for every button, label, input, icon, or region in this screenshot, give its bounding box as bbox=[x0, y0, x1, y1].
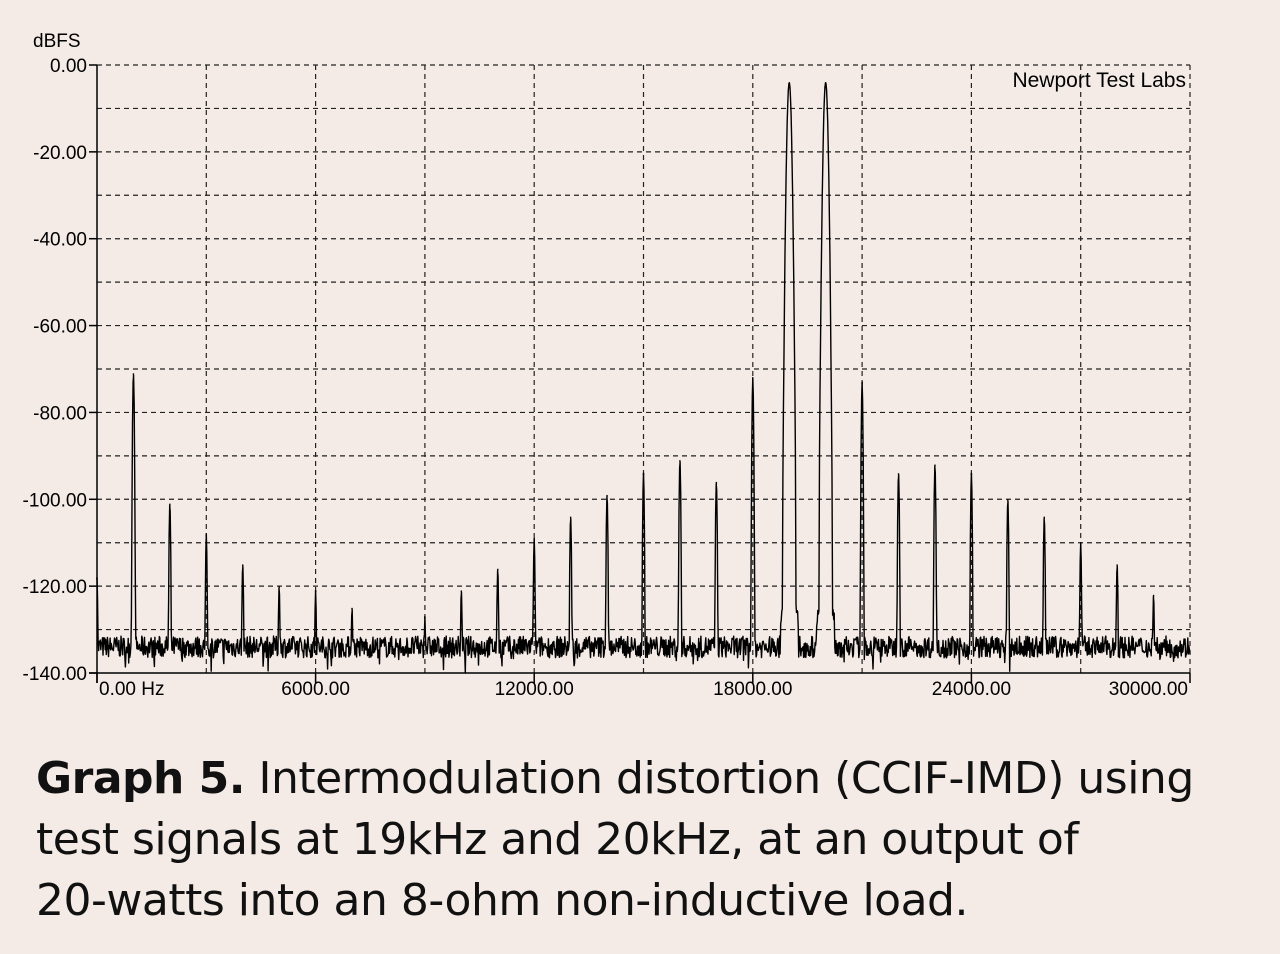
figure-caption: Graph 5. Intermodulation distortion (CCI… bbox=[36, 748, 1256, 931]
y-tick-label: 0.00 bbox=[50, 56, 87, 77]
y-tick-label: -80.00 bbox=[33, 403, 87, 424]
chart-area: 0.00 -20.00 -40.00 -60.00 -80.00 -100.00 -120.… bbox=[23, 31, 1191, 700]
y-tick-label: -40.00 bbox=[33, 230, 87, 251]
label-layer: 0.00 -20.00 -40.00 -60.00 -80.00 -100.00 -120.… bbox=[23, 31, 1188, 700]
x-tick-label: 30000.00 bbox=[1109, 679, 1188, 700]
spectrum-chart: 0.00 -20.00 -40.00 -60.00 -80.00 -100.00 -120.… bbox=[23, 31, 1191, 700]
y-tick-label: -100.00 bbox=[23, 490, 87, 511]
caption-line-2: test signals at 19kHz and 20kHz, at an o… bbox=[36, 814, 1079, 865]
y-axis-unit-label: dBFS bbox=[33, 31, 81, 52]
series-layer bbox=[96, 81, 1191, 674]
caption-line-3: 20-watts into an 8-ohm non-inductive loa… bbox=[36, 875, 968, 926]
grid-layer bbox=[97, 64, 1191, 673]
spectrum-trace bbox=[96, 81, 1191, 674]
y-tick-label: -120.00 bbox=[23, 577, 87, 598]
axis-layer bbox=[89, 64, 1191, 683]
lab-watermark: Newport Test Labs bbox=[1012, 69, 1186, 92]
caption-text-1: Intermodulation distortion (CCIF-IMD) us… bbox=[258, 753, 1194, 804]
y-tick-label: -60.00 bbox=[33, 317, 87, 338]
x-tick-label: 12000.00 bbox=[495, 679, 574, 700]
caption-line-1: Graph 5. Intermodulation distortion (CCI… bbox=[36, 748, 1256, 809]
x-tick-label: 0.00 Hz bbox=[99, 679, 164, 700]
caption-figure-number: Graph 5. bbox=[36, 753, 245, 804]
y-tick-label: -20.00 bbox=[33, 143, 87, 164]
x-tick-label: 24000.00 bbox=[932, 679, 1011, 700]
x-tick-label: 18000.00 bbox=[713, 679, 792, 700]
y-tick-label: -140.00 bbox=[23, 664, 87, 685]
x-tick-label: 6000.00 bbox=[281, 679, 350, 700]
